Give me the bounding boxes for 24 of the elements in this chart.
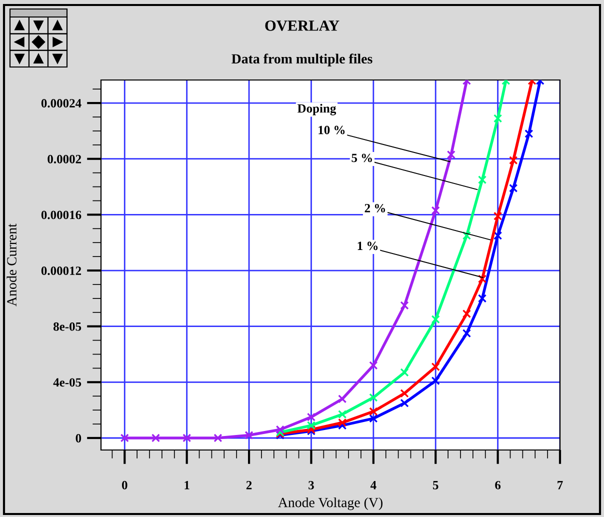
chart-title: OVERLAY (265, 20, 340, 31)
x-axis-title: Anode Voltage (V) (278, 497, 382, 510)
annotation: Doping (298, 104, 336, 116)
y-tick-label: 0.00024 (41, 99, 82, 108)
x-tick-label: 4 (370, 481, 376, 490)
y-tick-label: 0.0002 (48, 154, 82, 164)
annotation: 2 % (364, 204, 386, 212)
annotation: 5 % (352, 154, 372, 162)
annotation: 10 % (318, 126, 345, 134)
y-tick-label: 0 (76, 434, 82, 442)
x-tick-label: 3 (308, 480, 314, 490)
x-tick-label: 0 (122, 480, 128, 490)
y-tick-label: 4e-05 (53, 378, 82, 387)
y-tick-label: 0.00016 (41, 210, 82, 220)
x-tick-label: 6 (495, 480, 501, 490)
chart-subtitle: Data from multiple files (232, 54, 372, 66)
y-axis-title: Anode Current (6, 224, 16, 306)
y-tick-label: 0.00012 (41, 266, 82, 276)
y-tick-label: 8e-05 (54, 322, 82, 331)
x-tick-label: 2 (246, 480, 252, 490)
x-tick-label: 5 (432, 481, 438, 490)
x-tick-label: 7 (558, 481, 563, 490)
annotation: 1 % (358, 242, 378, 250)
x-tick-label: 1 (184, 480, 190, 490)
